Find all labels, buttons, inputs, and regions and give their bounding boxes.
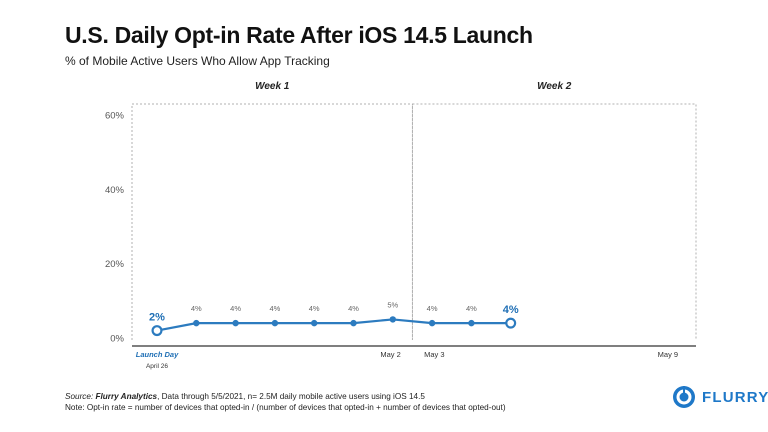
y-tick-label: 20%: [105, 259, 125, 270]
x-annotation-sublabel: April 26: [146, 363, 168, 370]
data-label: 4%: [191, 304, 202, 313]
data-point: [389, 316, 396, 323]
data-point-highlight: [505, 317, 517, 329]
flurry-logo-icon: [673, 386, 695, 408]
y-tick-label: 60%: [105, 111, 125, 122]
data-point: [468, 319, 475, 327]
data-label: 2%: [149, 312, 165, 324]
data-label: 4%: [309, 304, 320, 313]
source-details: , Data through 5/5/2021, n= 2.5M daily m…: [157, 392, 425, 401]
x-annotation-label: May 2: [380, 350, 400, 359]
footer: Source: Flurry Analytics, Data through 5…: [65, 391, 506, 413]
data-label: 4%: [230, 304, 241, 313]
source-line: Source: Flurry Analytics, Data through 5…: [65, 391, 506, 402]
flurry-logo-text: FLURRY: [702, 388, 768, 406]
x-annotation-label: Launch Day: [136, 350, 179, 359]
data-label: 4%: [348, 304, 359, 313]
period-bracket: [131, 103, 413, 340]
data-point: [428, 319, 436, 327]
data-point: [232, 319, 239, 327]
period-label: Week 1: [255, 81, 290, 92]
data-label: 4%: [427, 304, 438, 313]
chart-subtitle: % of Mobile Active Users Who Allow App T…: [65, 54, 330, 68]
y-tick-label: 40%: [105, 185, 125, 196]
data-label: 4%: [503, 304, 519, 316]
x-annotation-label: May 3: [424, 350, 444, 359]
data-point-highlight: [151, 325, 163, 337]
data-point: [311, 319, 318, 327]
period-bracket: [411, 103, 697, 340]
x-annotation-label: May 9: [658, 350, 678, 359]
chart-title: U.S. Daily Opt-in Rate After iOS 14.5 La…: [65, 22, 533, 48]
data-label: 4%: [269, 304, 280, 313]
footnote: Note: Opt-in rate = number of devices th…: [65, 403, 506, 412]
opt-in-rate-chart: Week 1 Week 2 0% 20% 40% 60% Launch Day April 2…: [105, 81, 697, 370]
data-point: [193, 319, 200, 327]
data-point: [350, 319, 357, 327]
flurry-logo: FLURRY: [672, 385, 768, 409]
data-label: 5%: [387, 300, 398, 309]
y-tick-label: 0%: [110, 334, 124, 345]
series-line: [156, 318, 511, 332]
source-label: Source:: [65, 392, 94, 401]
data-point: [271, 319, 279, 327]
period-label: Week 2: [537, 81, 572, 92]
source-name: Flurry Analytics: [95, 392, 158, 401]
data-label: 4%: [466, 304, 477, 313]
